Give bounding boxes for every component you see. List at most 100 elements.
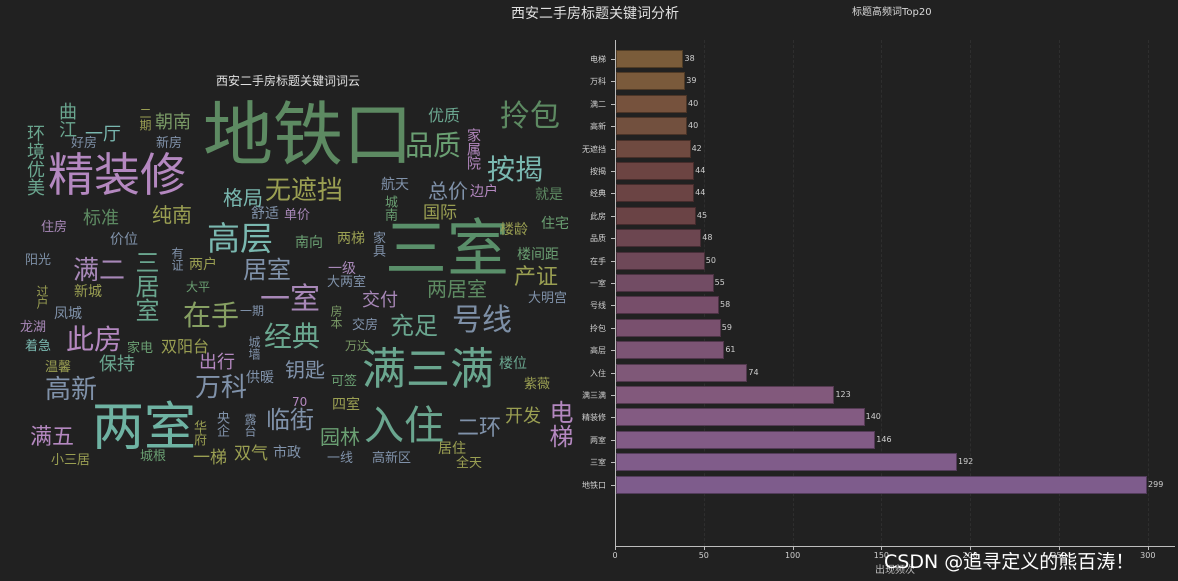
bar	[616, 318, 721, 337]
bar	[616, 341, 725, 360]
wordcloud-word: 一期	[240, 304, 265, 318]
y-tick	[611, 305, 615, 307]
wordcloud-word: 住房	[41, 220, 68, 235]
wordcloud-word: 号线	[452, 303, 512, 338]
wordcloud-word: 两户	[189, 257, 217, 273]
x-tick	[792, 546, 794, 550]
bar-value-label: 58	[720, 300, 731, 310]
bar-value-label: 140	[865, 412, 881, 422]
wordcloud-word: 一梯	[193, 448, 227, 468]
wordcloud-word: 家具	[370, 231, 385, 257]
category-label: 拎包	[590, 323, 606, 333]
bar	[616, 117, 688, 136]
wordcloud-word: 满三满	[362, 344, 494, 395]
wordcloud-word: 按揭	[487, 153, 544, 186]
category-label: 在手	[590, 256, 606, 266]
wordcloud-word: 园林	[320, 425, 360, 449]
x-tick	[1059, 546, 1060, 550]
wordcloud-word: 就是	[535, 187, 563, 203]
x-tick-label: 100	[784, 551, 801, 560]
wordcloud-word: 凤城	[54, 306, 82, 322]
x-tick	[615, 546, 616, 550]
wordcloud-word: 价位	[110, 232, 138, 248]
wordcloud-word: 优质	[428, 106, 461, 125]
bar-value-label: 299	[1148, 479, 1164, 489]
category-label: 无遮挡	[582, 144, 606, 154]
bar-value-label: 42	[691, 143, 702, 153]
bar-value-label: 44	[695, 166, 706, 175]
wordcloud-word: 高新区	[372, 451, 412, 466]
category-label: 满三满	[582, 391, 606, 400]
wordcloud-word: 可签	[331, 374, 358, 389]
bar	[616, 139, 691, 158]
wordcloud-word: 品质	[405, 129, 462, 162]
wordcloud-word: 格局	[223, 186, 263, 210]
wordcloud-word: 二期	[138, 107, 152, 131]
x-tick-label: 250	[1051, 551, 1067, 560]
wordcloud-word: 一厅	[85, 124, 121, 145]
wordcloud-word: 小三居	[51, 453, 91, 468]
grid-line	[970, 40, 972, 546]
wordcloud-word: 万达	[345, 339, 370, 353]
x-tick-label: 300	[1140, 551, 1156, 560]
wordcloud-word: 新房	[156, 136, 183, 151]
wordcloud-word: 钥匙	[285, 358, 325, 382]
bar	[616, 475, 1148, 494]
wordcloud-word: 入住	[364, 403, 444, 449]
wordcloud-word: 航天	[381, 177, 409, 193]
category-label: 一室	[590, 279, 606, 288]
bar-value-label: 192	[957, 457, 974, 467]
y-tick	[611, 484, 615, 486]
wordcloud-word: 舒适	[251, 206, 279, 222]
bar-value-label: 146	[876, 434, 892, 444]
wordcloud-word: 着急	[25, 339, 52, 354]
bar-value-label: 44	[695, 188, 706, 198]
wordcloud-word: 家电	[127, 341, 154, 356]
bar-value-label: 55	[714, 278, 725, 287]
y-tick	[611, 327, 615, 329]
bar	[616, 430, 876, 449]
bar	[616, 453, 957, 472]
wordcloud-word: 楼间距	[517, 247, 559, 263]
wordcloud-word: 温馨	[45, 360, 72, 375]
wordcloud-word: 全天	[456, 456, 483, 471]
bar	[616, 184, 695, 203]
wordcloud-word: 市政	[273, 445, 301, 461]
y-tick	[611, 439, 615, 441]
wordcloud-word: 边户	[470, 184, 498, 200]
y-tick	[611, 148, 615, 150]
wordcloud-word: 精装修	[48, 148, 186, 202]
wordcloud-word: 满二	[73, 256, 126, 286]
wordcloud-word: 保持	[99, 354, 135, 375]
bar-value-label: 45	[696, 210, 708, 220]
wordcloud-word: 有证	[170, 247, 184, 271]
bar-value-label: 38	[684, 54, 695, 63]
x-tick	[970, 546, 972, 550]
wordcloud-word: 充足	[390, 312, 438, 340]
wordcloud-word: 交付	[362, 290, 398, 311]
wordcloud-word: 此房	[66, 323, 123, 356]
wordcloud-word: 两室	[92, 398, 197, 458]
wordcloud-word: 居住	[438, 441, 466, 457]
x-tick	[1147, 546, 1149, 550]
bar	[616, 363, 748, 382]
wordcloud-word: 一线	[327, 451, 354, 466]
category-label: 万科	[590, 77, 606, 87]
wordcloud-word: 高层	[207, 219, 273, 258]
wordcloud-word: 央企	[214, 411, 229, 437]
category-label: 精装修	[582, 413, 606, 423]
wordcloud-word: 住宅	[541, 216, 569, 232]
wordcloud-word: 经典	[264, 320, 321, 353]
bar-value-label: 59	[721, 322, 732, 332]
x-tick	[881, 546, 883, 550]
wordcloud-word: 双气	[234, 444, 268, 464]
wordcloud-word: 地铁口	[203, 94, 413, 176]
y-tick	[611, 126, 615, 128]
y-tick	[611, 215, 615, 217]
y-tick	[611, 59, 615, 60]
wordcloud-word: 电梯	[545, 400, 573, 448]
wordcloud-word: 环境优美	[24, 124, 45, 196]
wordcloud-word: 三室	[385, 212, 510, 285]
bar	[616, 251, 705, 270]
bar	[616, 296, 719, 315]
